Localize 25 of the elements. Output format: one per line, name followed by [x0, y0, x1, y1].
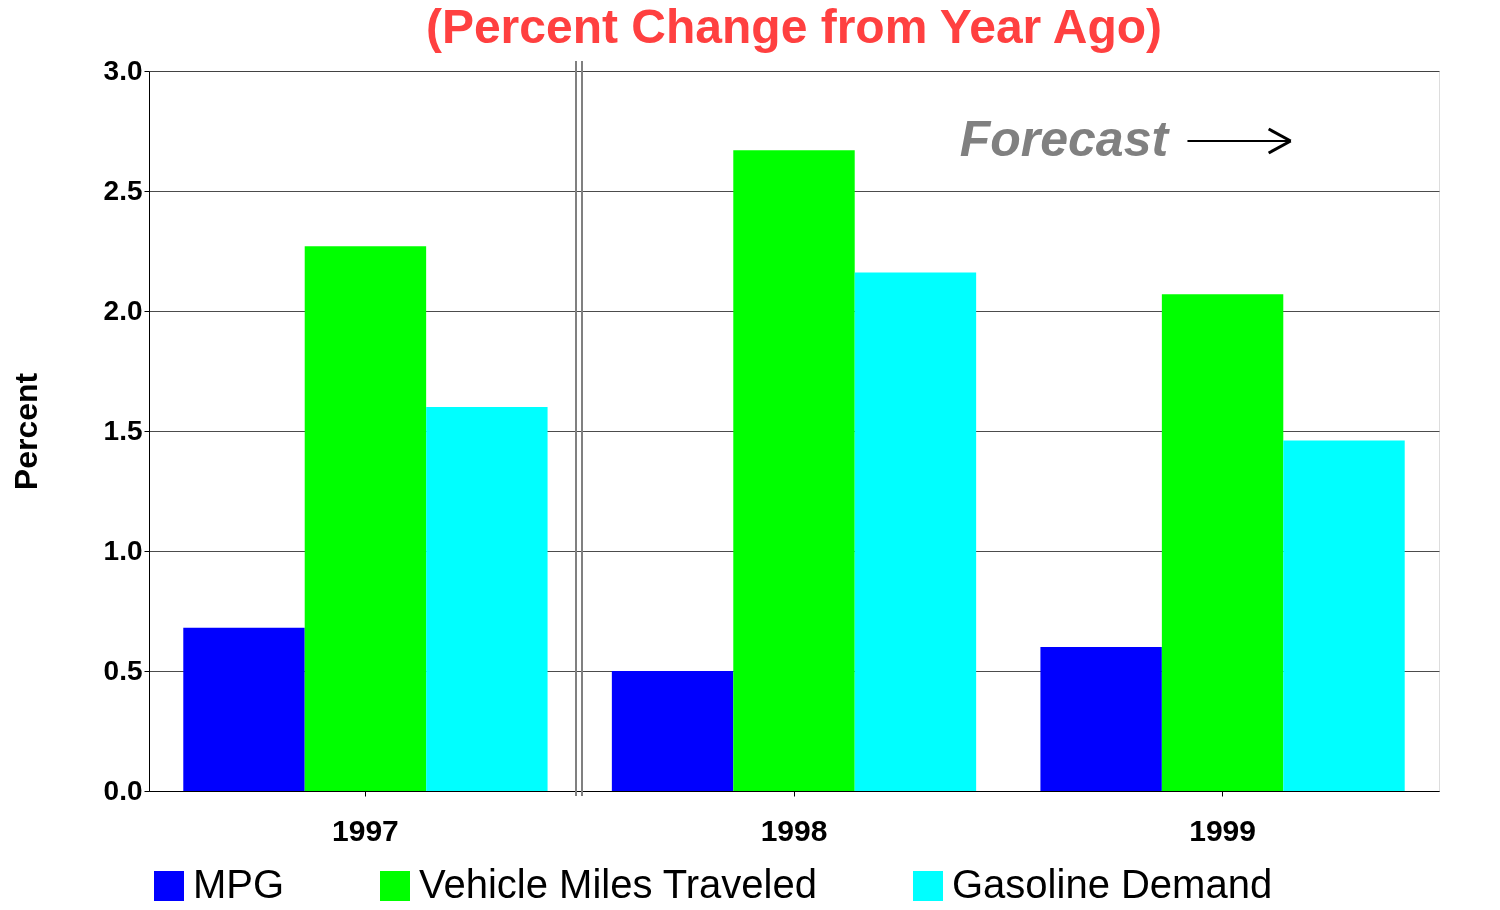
- y-tick-label: 2.5: [103, 174, 143, 206]
- legend-label: Gasoline Demand: [952, 862, 1273, 906]
- y-tick-label: 3.0: [103, 54, 143, 86]
- bar: [426, 407, 548, 791]
- x-tick-label: 1997: [332, 813, 399, 847]
- bar: [1040, 647, 1162, 791]
- y-tick-label: 0.5: [103, 654, 143, 686]
- bar: [304, 246, 427, 791]
- x-tick-label: 1998: [760, 813, 828, 847]
- bar: [1161, 294, 1284, 791]
- y-tick-label: 1.0: [103, 534, 143, 566]
- y-tick-label: 1.5: [103, 414, 143, 446]
- bar: [183, 627, 305, 791]
- annotation: Forecast: [959, 111, 1171, 167]
- bar: [854, 272, 977, 791]
- legend-label: MPG: [193, 862, 285, 906]
- y-axis-title: Percent: [7, 372, 44, 491]
- bar: [611, 671, 734, 791]
- y-tick-label: 2.0: [103, 294, 143, 326]
- chart-title: (Percent Change from Year Ago): [425, 0, 1163, 53]
- y-tick-label: 0.0: [103, 774, 143, 806]
- bar: [1283, 440, 1405, 791]
- legend-label: Vehicle Miles Traveled: [419, 862, 817, 906]
- x-tick-label: 1999: [1189, 813, 1256, 847]
- bar: [733, 150, 855, 791]
